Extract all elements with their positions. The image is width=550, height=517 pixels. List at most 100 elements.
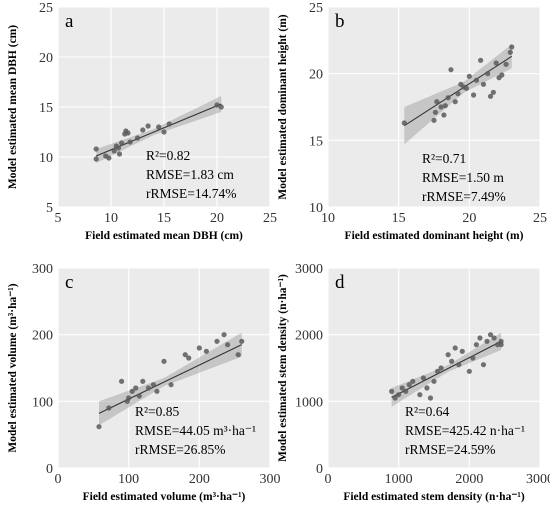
x-tick-label: 20 [462,211,476,226]
data-point [431,117,437,123]
data-point [406,382,412,388]
data-point [445,352,451,358]
y-tick-label: 10 [39,151,53,166]
data-point [473,77,479,83]
x-tick-label: 10 [104,211,118,226]
data-point [431,378,437,384]
data-point [154,388,160,394]
x-tick-label: 300 [260,472,281,487]
data-point [106,405,112,411]
x-tick-label: 15 [157,211,171,226]
stat-text: R²=0.85 [135,404,180,419]
data-point [196,345,202,351]
y-axis-label: Model estimated volume (m³·ha⁻¹) [7,283,19,452]
data-point [168,382,174,388]
data-point [480,81,487,87]
y-tick-label: 0 [316,462,323,477]
data-point [127,139,133,145]
x-tick-label: 25 [263,211,277,226]
data-point [214,338,220,344]
data-point [438,104,444,110]
regression-line [391,340,502,398]
data-point [93,156,99,162]
data-point [392,395,398,401]
data-point [96,424,102,430]
x-axis-label: Field estimated stem density (n·ha⁻¹) [343,491,525,503]
data-point [445,95,451,101]
data-point [417,392,423,398]
data-point [161,129,167,135]
x-tick-label: 5 [55,211,62,226]
y-tick-label: 2000 [295,329,323,344]
y-tick-label: 200 [32,329,53,344]
data-point [182,352,188,358]
data-point [485,71,491,77]
plot-background [328,268,540,468]
data-point [106,155,112,161]
panel-a: 5 10 15 20 25 5 10 15 20 25 Field estimated mean D… [7,1,277,242]
data-point [509,44,515,50]
data-point [441,112,447,118]
stat-text: rRMSE=14.74% [146,186,237,201]
stat-text: RMSE=1.50 m [422,170,504,185]
x-tick-label: 2000 [455,472,483,487]
y-axis-label: Model estimated mean DBH (cm) [7,25,19,189]
stat-text: R²=0.71 [422,151,466,166]
data-point [218,104,224,110]
data-point [434,99,440,105]
data-point [203,348,209,354]
data-point [493,60,499,66]
x-axis-label: Field estimated dominant height (m) [345,230,524,242]
data-point [459,348,465,354]
data-point [470,92,477,98]
data-point [452,99,458,105]
data-point [466,368,472,374]
data-point [403,388,409,394]
data-point [136,393,142,399]
data-point [225,342,231,348]
panel-b: 10 15 20 25 10 15 20 25 Field estimated dominant… [277,1,547,242]
data-point [116,151,123,157]
y-tick-label: 10 [309,201,323,216]
data-point [156,124,162,130]
data-point [125,130,131,136]
data-point [448,67,454,73]
data-point [484,338,490,344]
y-tick-label: 5 [46,201,53,216]
stat-text: rRMSE=7.49% [422,189,506,204]
data-point [399,385,405,391]
data-point [214,102,220,108]
data-point [498,338,504,344]
y-axis-label: Model estimated stem density (n·ha⁻¹) [277,274,289,462]
data-point [111,148,117,154]
x-axis-label: Field estimated volume (m³·ha⁻¹) [83,491,246,503]
data-point [389,388,395,394]
stat-text: RMSE=425.42 n·ha⁻¹ [405,423,525,438]
data-point [134,135,141,141]
data-point [140,127,146,133]
data-point [434,368,441,374]
data-point [487,332,494,338]
data-point [133,385,139,391]
data-point [427,395,434,401]
x-tick-label: 0 [325,472,332,487]
data-point [507,49,513,55]
data-point [161,358,167,364]
data-point [463,85,470,91]
data-point [470,355,476,361]
y-tick-label: 20 [39,51,53,66]
data-point [396,392,402,398]
data-point [401,120,407,126]
x-tick-label: 1000 [385,472,413,487]
y-tick-label: 15 [39,101,53,116]
data-point [129,388,135,394]
data-point [239,338,245,344]
y-tick-label: 20 [309,68,323,83]
y-tick-label: 1000 [295,395,323,410]
data-point [166,121,172,127]
data-point [503,61,509,67]
y-tick-label: 15 [309,134,323,149]
regression-line [98,344,242,414]
data-point [410,378,416,384]
x-tick-label: 100 [118,472,139,487]
